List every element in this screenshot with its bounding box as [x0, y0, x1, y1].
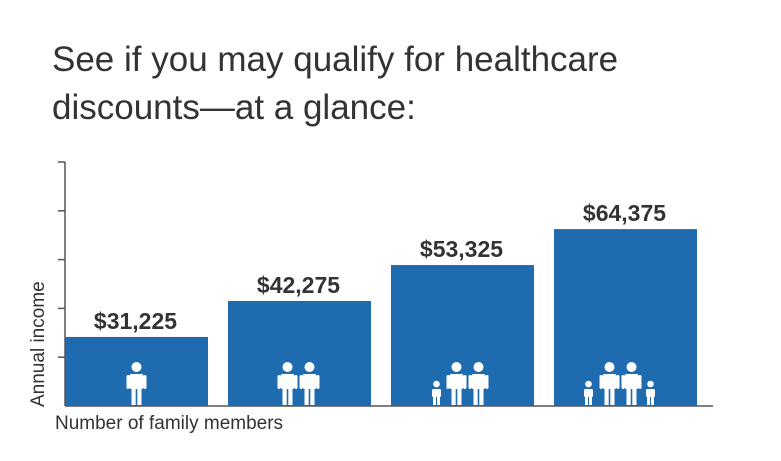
value-label-4: $64,375 [583, 200, 666, 226]
x-axis-label: Number of family members [55, 413, 284, 434]
child-figure [646, 380, 655, 405]
family-3-icon [432, 362, 489, 405]
adult-figure [468, 362, 489, 405]
y-axis-ticks [58, 161, 65, 358]
adult-figure [299, 362, 320, 405]
adult-figure [446, 362, 467, 405]
adult-figure [599, 362, 620, 405]
child-figure [432, 380, 441, 405]
people-2-icon [277, 362, 320, 405]
icons-group [126, 362, 655, 405]
adult-figure [126, 362, 147, 405]
child-figure [584, 380, 593, 405]
value-labels-group: $31,225 $42,275 $53,325 $64,375 [94, 200, 666, 334]
value-label-3: $53,325 [420, 236, 503, 262]
chart-title: See if you may qualify for healthcare di… [52, 40, 619, 127]
value-label-2: $42,275 [257, 272, 340, 298]
y-axis-label: Annual income [28, 281, 49, 407]
adult-figure [621, 362, 642, 405]
value-label-1: $31,225 [94, 308, 177, 334]
adult-figure [277, 362, 298, 405]
bars-group [65, 229, 697, 406]
person-1-icon [126, 362, 147, 405]
family-4-icon [584, 362, 655, 405]
bar-2 [228, 300, 371, 406]
